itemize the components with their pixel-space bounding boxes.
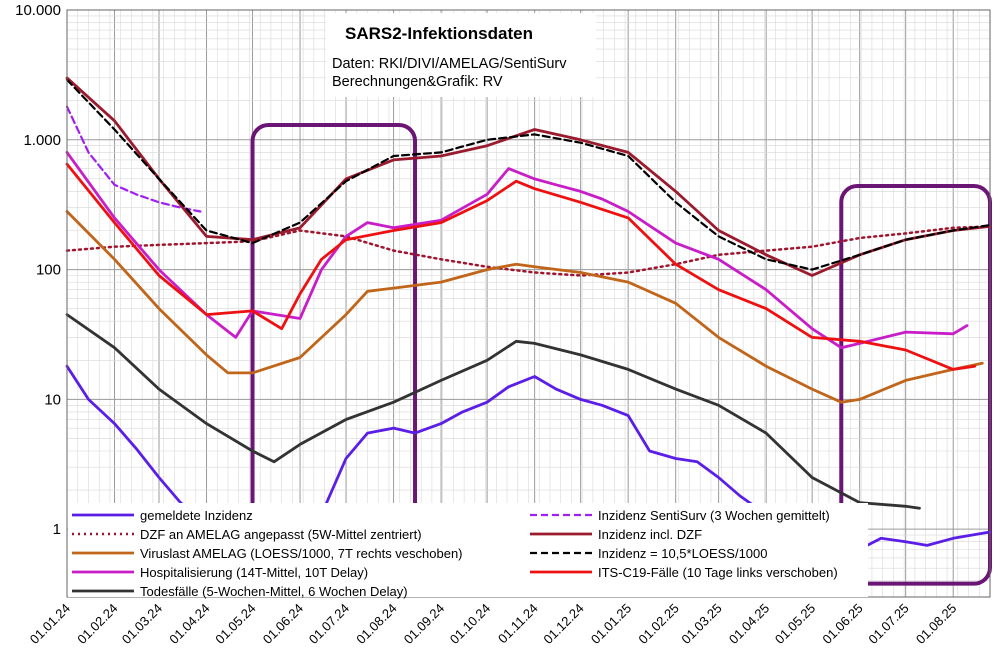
legend-label: Hospitalisierung (14T-Mittel, 10T Delay) bbox=[140, 565, 368, 580]
x-tick-label: 01.01.25 bbox=[588, 601, 634, 647]
chart-subtitle-2: Berechnungen&Grafik: RV bbox=[332, 74, 503, 90]
series-line-4 bbox=[65, 313, 921, 510]
title-box: SARS2-Infektionsdaten Daten: RKI/DIVI/AM… bbox=[326, 13, 596, 97]
legend-label: gemeldete Inzidenz bbox=[140, 508, 253, 523]
series-line-5 bbox=[65, 105, 202, 213]
x-tick-label: 01.11.24 bbox=[495, 601, 541, 647]
chart-subtitle-1: Daten: RKI/DIVI/AMELAG/SentiSurv bbox=[332, 56, 567, 72]
series-line-1 bbox=[65, 225, 992, 277]
x-tick-label: 01.09.24 bbox=[401, 601, 447, 647]
x-tick-label: 01.07.24 bbox=[306, 601, 352, 647]
y-tick-label: 10.000 bbox=[15, 2, 61, 19]
series-line-2 bbox=[65, 210, 984, 404]
x-tick-label: 01.03.24 bbox=[119, 601, 165, 647]
legend-label: Viruslast AMELAG (LOESS/1000, 7T rechts … bbox=[140, 546, 463, 561]
x-tick-label: 01.02.24 bbox=[74, 601, 120, 647]
x-tick-label: 01.06.25 bbox=[819, 601, 865, 647]
y-tick-label: 1.000 bbox=[23, 132, 61, 149]
legend-label: Todesfälle (5-Wochen-Mittel, 6 Wochen De… bbox=[140, 584, 408, 599]
x-tick-label: 01.01.24 bbox=[27, 601, 73, 647]
series-line-8 bbox=[65, 162, 977, 371]
x-tick-label: 01.05.25 bbox=[772, 601, 818, 647]
series-line-7 bbox=[65, 78, 992, 271]
y-tick-label: 100 bbox=[36, 262, 61, 279]
x-tick-label: 01.12.24 bbox=[540, 601, 586, 647]
chart-title: SARS2-Infektionsdaten bbox=[345, 24, 533, 43]
legend-label: Inzidenz = 10,5*LOESS/1000 bbox=[598, 546, 767, 561]
x-tick-label: 01.08.24 bbox=[353, 601, 399, 647]
legend-label: DZF an AMELAG angepasst (5W-Mittel zentr… bbox=[140, 527, 422, 542]
legend-label: Inzidenz incl. DZF bbox=[598, 527, 702, 542]
x-tick-label: 01.04.25 bbox=[726, 601, 772, 647]
x-tick-label: 01.10.24 bbox=[447, 601, 493, 647]
x-tick-label: 01.04.24 bbox=[166, 601, 212, 647]
x-tick-label: 01.02.25 bbox=[635, 601, 681, 647]
x-tick-label: 01.07.25 bbox=[865, 601, 911, 647]
x-tick-label: 01.03.25 bbox=[678, 601, 724, 647]
x-tick-label: 01.05.24 bbox=[212, 601, 258, 647]
legend-label: ITS-C19-Fälle (10 Tage links verschoben) bbox=[598, 565, 838, 580]
y-tick-label: 10 bbox=[44, 391, 61, 408]
legend: gemeldete Inzidenz DZF an AMELAG angepass… bbox=[68, 503, 868, 599]
y-tick-label: 1 bbox=[53, 521, 61, 538]
series-line-6 bbox=[65, 76, 992, 277]
legend-background bbox=[68, 503, 868, 597]
x-tick-label: 01.06.24 bbox=[260, 601, 306, 647]
x-tick-label: 01.08.25 bbox=[913, 601, 959, 647]
legend-label: Inzidenz SentiSurv (3 Wochen gemittelt) bbox=[598, 508, 830, 523]
